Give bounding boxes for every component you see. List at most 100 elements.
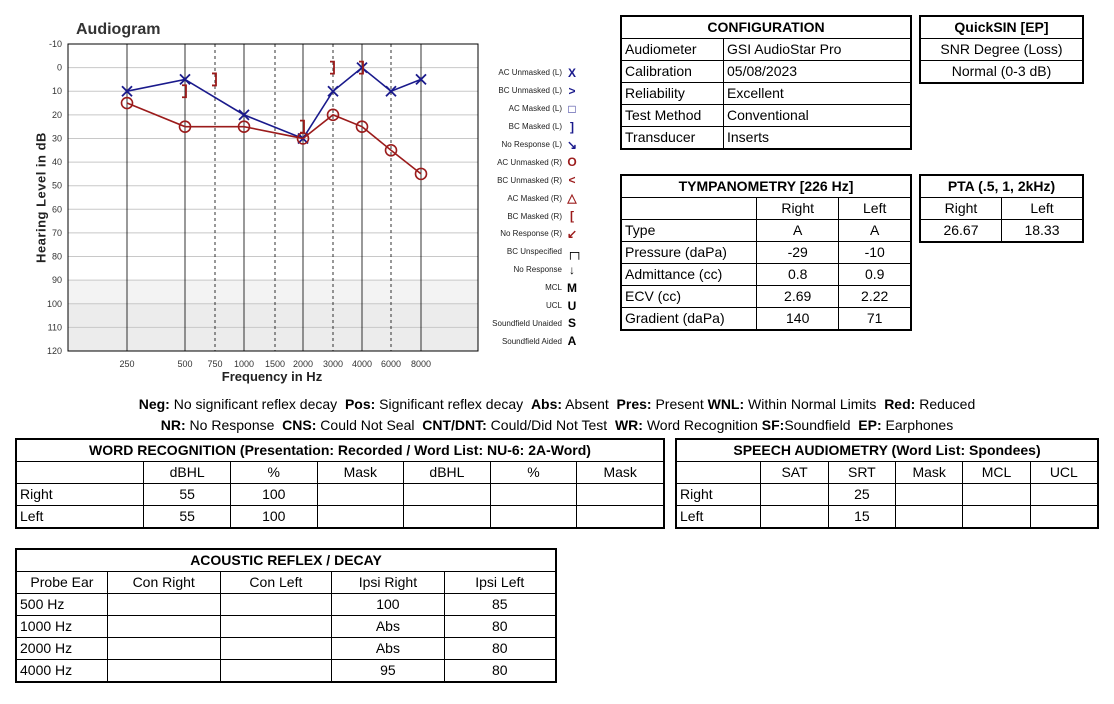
abbr-key: CNT/DNT: bbox=[422, 417, 487, 433]
legend-label: AC Unmasked (R) bbox=[497, 157, 562, 167]
pta-header-right: Right bbox=[919, 197, 1002, 220]
word-cell: Right bbox=[15, 483, 145, 506]
abbr-key: Abs: bbox=[530, 396, 563, 412]
tymp-left-value: -10 bbox=[838, 241, 912, 264]
data-point-x-marker bbox=[356, 61, 368, 74]
data-point-bracket-marker bbox=[182, 84, 187, 99]
reflex-cell: 1000 Hz bbox=[15, 615, 108, 638]
speech-header-row: SAT SRT Mask MCL UCL bbox=[675, 461, 1099, 484]
y-tick-label: 40 bbox=[52, 157, 62, 167]
word-cell: 100 bbox=[229, 483, 318, 506]
abbr-text: Could Not Seal bbox=[316, 417, 423, 433]
legend-label: Soundfield Unaided bbox=[492, 318, 562, 328]
legend-symbol-icon: O bbox=[567, 155, 577, 170]
legend-label: AC Unmasked (L) bbox=[498, 68, 562, 78]
abbreviation-legend-line-1: Neg: No significant reflex decay Pos: Si… bbox=[0, 396, 1114, 412]
reflex-cell: 500 Hz bbox=[15, 593, 108, 616]
speech-cell: 25 bbox=[827, 483, 897, 506]
abbr-text: Soundfield bbox=[784, 417, 859, 433]
reflex-cell bbox=[106, 637, 221, 660]
legend-item: UCL U bbox=[478, 297, 578, 315]
data-point-o-marker bbox=[414, 167, 428, 181]
abbr-key: CNS: bbox=[282, 417, 317, 433]
word-cell bbox=[576, 505, 665, 529]
abbr-key: SF: bbox=[761, 417, 785, 433]
y-tick-label: 0 bbox=[57, 63, 62, 73]
word-header: Mask bbox=[316, 461, 405, 484]
abbr-key: NR: bbox=[160, 417, 186, 433]
data-point-o-marker bbox=[237, 120, 251, 133]
word-header-row: dBHL% Mask dBHL% Mask bbox=[15, 461, 665, 484]
series-line bbox=[126, 66, 422, 140]
config-key: Audiometer bbox=[620, 38, 724, 61]
data-point-x-marker bbox=[415, 73, 427, 86]
abbr-text: Could/Did Not Test bbox=[486, 417, 615, 433]
abbreviation-legend-line-2: NR: No Response CNS: Could Not Seal CNT/… bbox=[0, 417, 1114, 433]
acoustic-reflex-title: ACOUSTIC REFLEX / DECAY bbox=[15, 548, 557, 572]
legend-label: No Response (L) bbox=[501, 140, 562, 149]
config-value: Excellent bbox=[723, 82, 912, 105]
tymp-right-value: A bbox=[755, 219, 840, 242]
reflex-cell bbox=[219, 659, 333, 683]
legend-label: UCL bbox=[545, 301, 562, 311]
reflex-cell bbox=[106, 593, 221, 616]
configuration-title: CONFIGURATION bbox=[620, 15, 912, 39]
legend-symbol-icon: ↘ bbox=[566, 137, 578, 152]
legend-label: BC Masked (L) bbox=[508, 122, 562, 132]
word-header: Mask bbox=[576, 461, 665, 484]
config-key: Reliability bbox=[620, 82, 724, 105]
speech-cell bbox=[1029, 483, 1099, 506]
abbr-text: Reduced bbox=[915, 396, 976, 412]
tymp-left-value: 71 bbox=[838, 307, 912, 331]
reflex-cell: 4000 Hz bbox=[15, 659, 108, 683]
speech-cell bbox=[1029, 505, 1099, 529]
data-point-o-marker bbox=[326, 108, 340, 122]
tymp-header-blank bbox=[620, 197, 757, 220]
pta-right-value: 26.67 bbox=[919, 219, 1002, 243]
tymp-row: Pressure (daPa) -29 -10 bbox=[620, 241, 912, 264]
x-tick-label: 2000 bbox=[293, 359, 313, 369]
data-point-bracket-marker bbox=[212, 72, 217, 87]
data-point-o-marker bbox=[355, 120, 369, 133]
word-row: Right 55 100 bbox=[15, 483, 665, 506]
reflex-header: Con Left bbox=[219, 571, 333, 594]
tymp-label: Pressure (daPa) bbox=[620, 241, 757, 264]
config-key: Transducer bbox=[620, 126, 724, 150]
x-tick-label: 500 bbox=[177, 359, 192, 369]
reflex-cell: 2000 Hz bbox=[15, 637, 108, 660]
tympanometry-title: TYMPANOMETRY [226 Hz] bbox=[620, 174, 912, 198]
reflex-cell: 85 bbox=[443, 593, 557, 616]
abbr-text: Within Normal Limits bbox=[744, 396, 885, 412]
pta-table: PTA (.5, 1, 2kHz) Right Left 26.67 18.33 bbox=[919, 174, 1084, 243]
word-cell bbox=[403, 483, 491, 506]
legend-symbol-icon: S bbox=[567, 316, 576, 331]
configuration-table: CONFIGURATION Audiometer GSI AudioStar Pr… bbox=[620, 15, 912, 150]
abbr-text: No significant reflex decay bbox=[169, 396, 345, 412]
legend-symbol-icon: U bbox=[567, 298, 577, 313]
data-point-o-marker bbox=[178, 120, 192, 133]
legend-item: BC Unmasked (R) < bbox=[478, 171, 578, 189]
tymp-left-value: A bbox=[838, 219, 912, 242]
word-header: dBHL bbox=[403, 461, 491, 484]
config-row: Reliability Excellent bbox=[620, 82, 912, 105]
legend-symbol-icon: < bbox=[568, 173, 576, 188]
word-cell bbox=[316, 505, 405, 529]
word-cell: 55 bbox=[143, 483, 231, 506]
tymp-row: Admittance (cc) 0.8 0.9 bbox=[620, 263, 912, 286]
y-tick-label: 110 bbox=[48, 322, 62, 332]
legend-symbol-icon: ↙ bbox=[566, 226, 578, 241]
abbr-key: EP: bbox=[858, 417, 882, 433]
reflex-row: 500 Hz 100 85 bbox=[15, 593, 557, 616]
abbr-text: Absent bbox=[562, 396, 617, 412]
speech-header: Mask bbox=[895, 461, 964, 484]
legend-item: MCL M bbox=[478, 279, 578, 297]
audiogram-title: Audiogram bbox=[76, 21, 161, 38]
legend-symbol-icon: X bbox=[567, 65, 576, 80]
legend-symbol-icon: [ bbox=[570, 209, 574, 224]
y-tick-label: 20 bbox=[52, 110, 62, 120]
y-tick-label: -10 bbox=[49, 39, 62, 49]
speech-cell bbox=[962, 483, 1031, 506]
legend-item: BC Unspecified ┌┐ bbox=[478, 243, 583, 261]
word-header bbox=[15, 461, 145, 484]
config-row: Audiometer GSI AudioStar Pro bbox=[620, 38, 912, 61]
